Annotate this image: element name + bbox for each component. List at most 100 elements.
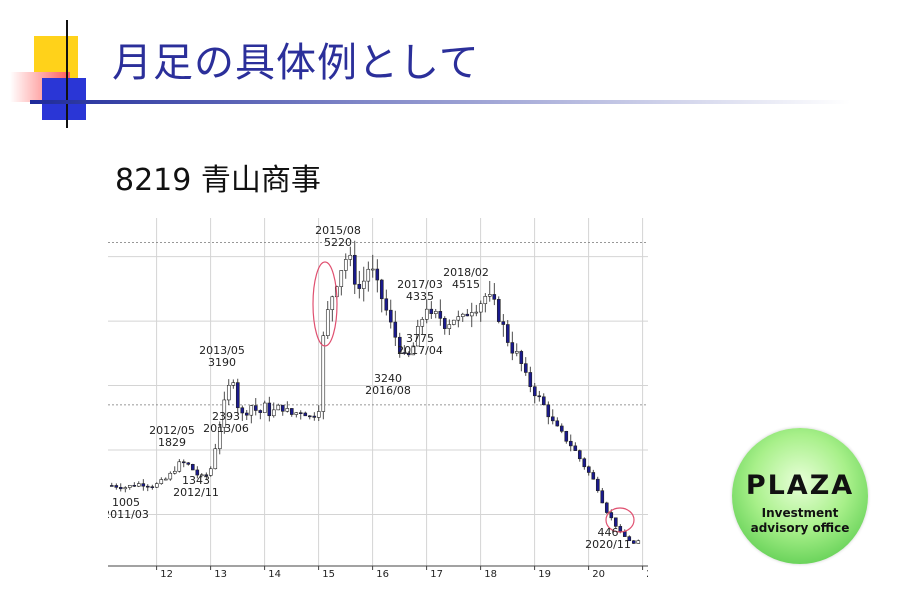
candle	[415, 319, 420, 347]
candle	[469, 302, 474, 328]
candle	[460, 312, 465, 322]
candle	[114, 483, 119, 490]
annotation-label: 1829	[158, 436, 186, 449]
candle	[231, 379, 236, 389]
candle	[325, 301, 330, 339]
candle	[411, 342, 416, 356]
candle	[537, 390, 542, 402]
candle	[195, 466, 200, 479]
annotation-label: 3775	[406, 332, 434, 345]
x-tick-label: 15	[322, 569, 335, 578]
candle	[204, 472, 209, 480]
candle	[447, 319, 452, 336]
candle	[478, 300, 483, 322]
candle	[397, 332, 402, 358]
candle	[595, 476, 600, 493]
highlight-circles	[312, 261, 635, 533]
candle	[154, 482, 159, 489]
candle	[600, 487, 605, 504]
candle	[532, 382, 537, 404]
candle	[604, 501, 609, 514]
candle	[244, 410, 249, 421]
candle	[451, 319, 456, 326]
candle	[343, 253, 348, 279]
annotation-label: 5220	[324, 236, 352, 249]
candle	[213, 443, 218, 470]
candle	[240, 405, 245, 421]
candle	[438, 299, 443, 326]
candle	[150, 484, 155, 490]
plaza-logo: PLAZA Investment advisory office	[732, 428, 868, 564]
candle	[627, 535, 632, 542]
candle	[550, 409, 555, 425]
candle	[424, 299, 429, 324]
candle	[303, 411, 308, 417]
x-tick-label: 17	[430, 569, 443, 578]
annotation-label: 2012/05	[149, 424, 195, 437]
reference-lines	[108, 242, 648, 406]
candle	[433, 308, 438, 319]
candle	[487, 280, 492, 302]
candle	[289, 407, 294, 417]
candle	[582, 457, 587, 470]
candle	[510, 331, 515, 361]
annotation-label: 1005	[112, 496, 140, 509]
candle	[280, 404, 285, 416]
x-tick-label: 18	[484, 569, 497, 578]
candle	[514, 343, 519, 357]
candle	[631, 540, 636, 544]
candle	[420, 316, 425, 335]
candle	[357, 270, 362, 299]
candle	[393, 310, 398, 346]
candle	[172, 466, 177, 475]
candle	[262, 400, 267, 413]
x-tick-label: 20	[592, 569, 605, 578]
candle	[528, 366, 533, 393]
candle	[271, 402, 276, 418]
candle	[586, 465, 591, 476]
candle	[577, 449, 582, 462]
candle	[316, 405, 321, 422]
chart-subtitle: 8219 青山商事	[115, 163, 321, 198]
candle	[361, 266, 366, 302]
candle	[312, 412, 317, 421]
annotation-label: 3190	[208, 356, 236, 369]
candle	[217, 421, 222, 455]
candle	[519, 349, 524, 372]
candle	[523, 357, 528, 376]
annotation-label: 2011/03	[108, 508, 149, 521]
annotation-label: 2020/11	[585, 538, 631, 551]
candle	[348, 246, 353, 267]
candle	[168, 471, 173, 481]
candle	[253, 398, 258, 416]
x-tick-label: 14	[268, 569, 281, 578]
x-axis-ticks: 12 13 14 15 16 17 18 19 20 21	[156, 566, 648, 578]
candle	[285, 401, 290, 413]
candle	[249, 404, 254, 424]
candle	[159, 477, 164, 485]
candle	[136, 481, 141, 488]
annotation-label: 4515	[452, 278, 480, 291]
candle	[330, 295, 335, 322]
annotation-label: 2013/06	[203, 422, 249, 435]
logo-line1: Investment	[761, 506, 839, 520]
candle	[505, 320, 510, 347]
annotation-label: 2018/02	[443, 266, 489, 279]
page-title: 月足の具体例として	[112, 40, 480, 86]
candle	[568, 434, 573, 452]
highlight-circle-2015	[312, 261, 338, 347]
candle	[406, 351, 411, 358]
candle	[145, 484, 150, 492]
x-tick-label: 19	[538, 569, 551, 578]
candle	[276, 403, 281, 411]
candle	[496, 296, 501, 324]
candle	[366, 261, 371, 292]
annotation-label: 2017/03	[397, 278, 443, 291]
chart-grid	[108, 218, 648, 566]
x-tick-label: 12	[160, 569, 173, 578]
candle	[474, 304, 479, 317]
candle	[541, 393, 546, 406]
candle	[501, 314, 506, 337]
candle	[307, 415, 312, 420]
annotation-label: 2016/08	[365, 384, 411, 397]
